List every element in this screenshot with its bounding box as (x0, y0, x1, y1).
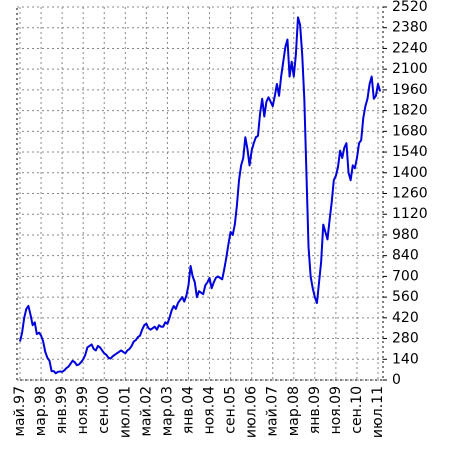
x-tick-label: мар.08 (286, 386, 302, 436)
y-tick-label: 1260 (392, 186, 428, 202)
y-tick-label: 280 (392, 331, 419, 347)
x-tick-label: июл.11 (370, 386, 386, 438)
x-tick-label: ноя.04 (202, 386, 218, 434)
x-tick-label: июл.01 (117, 386, 133, 438)
y-tick-label: 2520 (392, 0, 428, 15)
x-tick-label: май.02 (138, 386, 154, 437)
y-tick-label: 700 (392, 268, 419, 284)
y-tick-label: 1120 (392, 206, 428, 222)
x-tick-label: май.07 (265, 386, 281, 437)
x-tick-label: сен.00 (96, 386, 112, 434)
x-tick-label: мар.03 (159, 386, 175, 436)
y-tick-label: 980 (392, 227, 419, 243)
y-tick-label: 560 (392, 289, 419, 305)
y-tick-label: 1820 (392, 103, 428, 119)
x-tick-label: янв.09 (307, 386, 323, 434)
y-tick-label: 1400 (392, 165, 428, 181)
x-tick-label: янв.99 (54, 386, 70, 434)
y-tick-label: 1680 (392, 123, 428, 139)
y-tick-label: 420 (392, 310, 419, 326)
x-tick-label: ноя.09 (328, 386, 344, 434)
y-tick-label: 1540 (392, 144, 428, 160)
y-tick-label: 2240 (392, 40, 428, 56)
x-tick-label: май.97 (12, 386, 28, 437)
x-tick-label: ноя.99 (75, 386, 91, 434)
y-tick-label: 840 (392, 248, 419, 264)
x-tick-label: сен.10 (349, 386, 365, 434)
series-line (19, 16, 382, 375)
y-tick-label: 2100 (392, 61, 428, 77)
y-tick-label: 0 (392, 372, 401, 388)
x-tick-label: июл.06 (244, 386, 260, 438)
y-tick-label: 140 (392, 351, 419, 367)
x-tick-label: сен.05 (223, 386, 239, 434)
y-tick-label: 1960 (392, 82, 428, 98)
x-tick-label: янв.04 (180, 386, 196, 434)
x-tick-label: мар.98 (33, 386, 49, 436)
y-tick-label: 2380 (392, 20, 428, 36)
